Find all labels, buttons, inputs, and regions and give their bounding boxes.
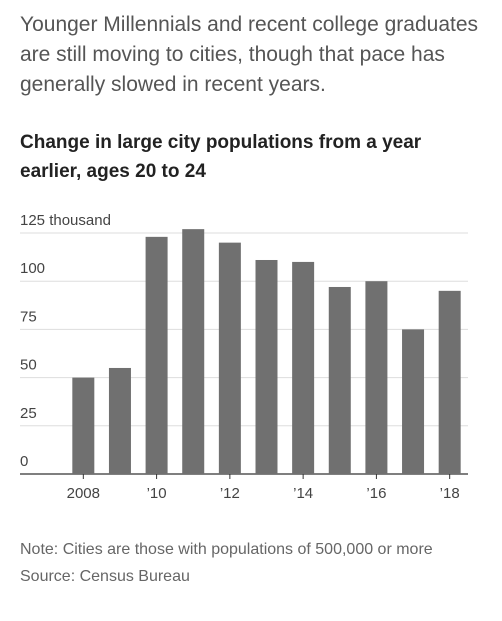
x-tick-label: ’12 xyxy=(220,485,240,502)
bar xyxy=(255,259,278,474)
y-tick-label: 75 xyxy=(20,308,37,325)
x-tick-label: ’16 xyxy=(366,485,386,502)
bar xyxy=(145,236,168,474)
bar xyxy=(72,377,95,474)
bar xyxy=(438,290,461,474)
y-tick-label: 100 xyxy=(20,260,45,277)
note: Note: Cities are those with populations … xyxy=(20,541,433,558)
bar xyxy=(365,281,388,474)
chart-title: Change in large city populations from a … xyxy=(20,132,422,182)
x-tick-label: ’14 xyxy=(293,485,313,502)
y-tick-label: 25 xyxy=(20,405,37,422)
x-tick-label: ’10 xyxy=(147,485,167,502)
y-tick-label: 50 xyxy=(20,357,37,374)
bar xyxy=(108,367,131,474)
chart: 0 25 50 75 100 125 thousand 2008 ’10 ’12 ’14 ’16 ’1… xyxy=(20,212,468,502)
bar xyxy=(182,229,205,474)
bar xyxy=(292,261,315,474)
bar xyxy=(402,329,425,474)
bar xyxy=(328,286,351,474)
x-tick-label: 2008 xyxy=(67,485,100,502)
notes: Note: Cities are those with populations … xyxy=(20,536,480,590)
intro-text: Younger Millennials and recent college g… xyxy=(20,13,479,96)
source: Source: Census Bureau xyxy=(20,568,190,585)
y-tick-label: 0 xyxy=(20,453,28,470)
bar xyxy=(218,242,241,474)
x-tick-label: ’18 xyxy=(440,485,460,502)
y-tick-label: 125 thousand xyxy=(20,212,111,229)
